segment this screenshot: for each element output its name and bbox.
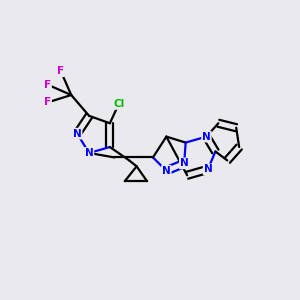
Text: N: N [85, 148, 93, 158]
Text: Cl: Cl [113, 99, 124, 109]
Text: N: N [162, 166, 171, 176]
Text: N: N [202, 132, 211, 142]
Text: N: N [204, 164, 212, 174]
Text: F: F [57, 66, 64, 76]
Text: N: N [73, 129, 82, 139]
Text: N: N [180, 158, 189, 168]
Text: F: F [44, 98, 51, 107]
Text: F: F [44, 80, 51, 90]
